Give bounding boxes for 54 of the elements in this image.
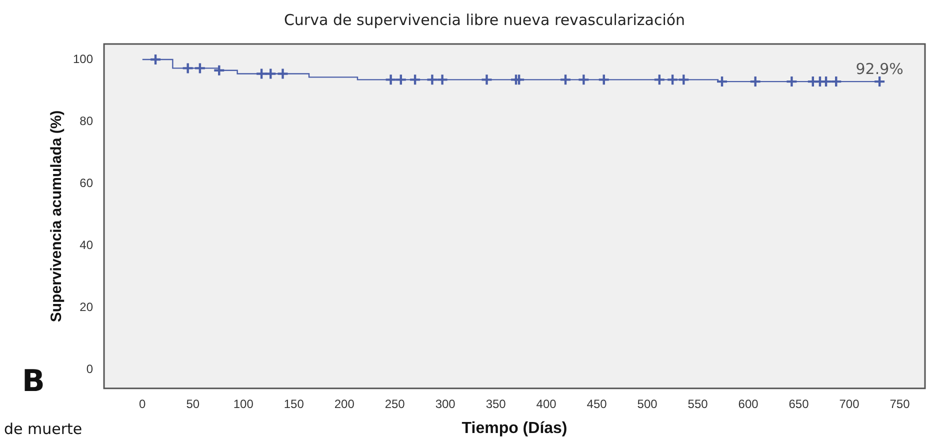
point [786,75,798,88]
y-tick-label: 40 [80,238,94,252]
point [276,68,289,80]
point [213,64,226,76]
x-tick-label: 300 [435,396,456,411]
y-tick-label: 100 [72,52,94,66]
y-tick-label: 0 [86,362,94,376]
point [830,75,842,88]
point [749,75,762,88]
x-tick-label: 200 [334,396,355,411]
x-tick-label: 50 [186,396,200,411]
text: de muerte [4,420,82,438]
point [394,74,408,86]
point [653,74,666,86]
x-tick-label: 650 [788,396,810,411]
chart-title: Curva de supervivencia libre nueva revascularización [284,10,686,29]
text: B [22,364,45,399]
x-tick-label: 600 [738,396,759,411]
point [426,74,438,86]
point [578,74,590,86]
x-tick-label: 700 [839,396,860,411]
point [480,74,493,86]
x-tick-label: 750 [890,396,910,411]
x-axis-title: Tiempo (Días) [462,420,568,437]
point [678,74,690,86]
x-tick-label: 500 [637,396,658,411]
y-tick-label: 60 [80,176,94,190]
point [384,74,397,86]
x-tick-label: 400 [536,396,557,411]
point [820,75,832,88]
point [149,53,162,66]
annotation: 92.9% [856,60,904,78]
x-tick-label: 550 [688,396,708,411]
point [408,74,422,86]
x-tick-label: 100 [233,396,254,411]
point [666,74,679,86]
point [559,74,572,86]
point [512,74,526,86]
y-tick-label: 20 [80,300,94,314]
point [436,74,448,86]
y-axis-title: Supervivencia acumulada (%) [48,110,66,322]
point [598,74,610,86]
x-tick-label: 450 [586,396,608,411]
point [194,62,206,74]
x-tick-label: 0 [139,396,146,411]
point [264,68,277,80]
x-tick-label: 250 [384,396,406,411]
point [716,75,728,88]
x-tick-label: 350 [486,396,506,411]
point [873,75,886,88]
point [182,62,194,74]
x-tick-label: 150 [284,396,304,411]
point [255,68,268,80]
y-tick-label: 80 [80,114,94,128]
